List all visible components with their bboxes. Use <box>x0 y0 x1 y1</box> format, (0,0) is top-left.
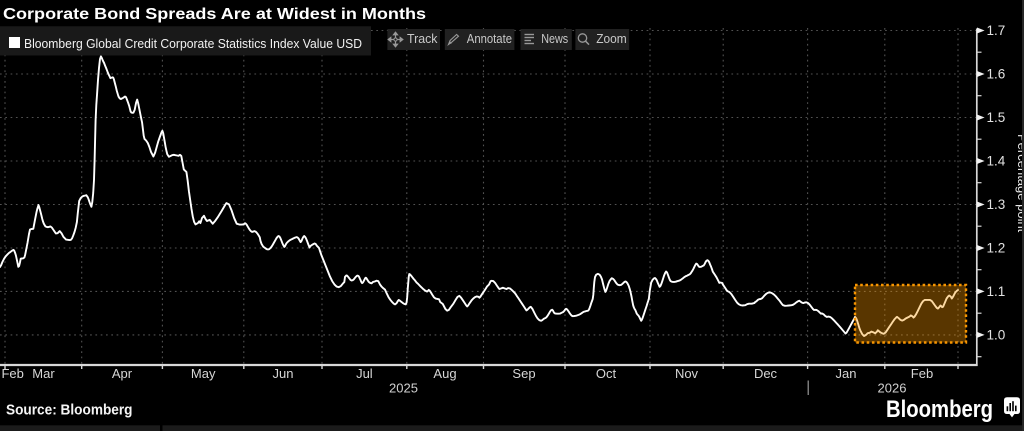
svg-text:Bloomberg Global Credit Corpor: Bloomberg Global Credit Corporate Statis… <box>24 36 362 51</box>
svg-text:Percentage point: Percentage point <box>1015 134 1024 233</box>
svg-text:Oct: Oct <box>596 366 617 381</box>
svg-text:Jan: Jan <box>836 366 857 381</box>
svg-text:Source: Bloomberg: Source: Bloomberg <box>6 403 133 419</box>
svg-text:Zoom: Zoom <box>596 31 627 46</box>
svg-text:1.5: 1.5 <box>987 110 1006 125</box>
svg-text:Feb: Feb <box>911 366 933 381</box>
svg-text:Sep: Sep <box>512 366 535 381</box>
svg-text:1.3: 1.3 <box>987 197 1006 212</box>
svg-text:Track: Track <box>407 31 438 46</box>
svg-text:Mar: Mar <box>32 366 55 381</box>
svg-text:2025: 2025 <box>389 381 418 396</box>
svg-text:Corporate Bond Spreads Are at: Corporate Bond Spreads Are at Widest in … <box>3 6 426 23</box>
svg-text:Bloomberg: Bloomberg <box>886 396 993 423</box>
svg-text:1.1: 1.1 <box>987 284 1006 299</box>
svg-text:1.7: 1.7 <box>987 23 1006 38</box>
svg-text:News: News <box>541 31 568 46</box>
svg-text:1.0: 1.0 <box>987 328 1006 343</box>
svg-text:Apr: Apr <box>112 366 133 381</box>
svg-text:Aug: Aug <box>433 366 456 381</box>
svg-text:Annotate: Annotate <box>467 31 512 46</box>
svg-text:Jun: Jun <box>273 366 294 381</box>
svg-text:1.2: 1.2 <box>987 241 1006 256</box>
svg-text:Feb: Feb <box>1 366 23 381</box>
svg-text:May: May <box>191 366 216 381</box>
svg-text:Jul: Jul <box>356 366 373 381</box>
svg-text:Dec: Dec <box>754 366 778 381</box>
svg-text:Nov: Nov <box>675 366 699 381</box>
svg-text:1.4: 1.4 <box>987 154 1006 169</box>
svg-text:1.6: 1.6 <box>987 67 1006 82</box>
svg-text:2026: 2026 <box>878 381 907 396</box>
